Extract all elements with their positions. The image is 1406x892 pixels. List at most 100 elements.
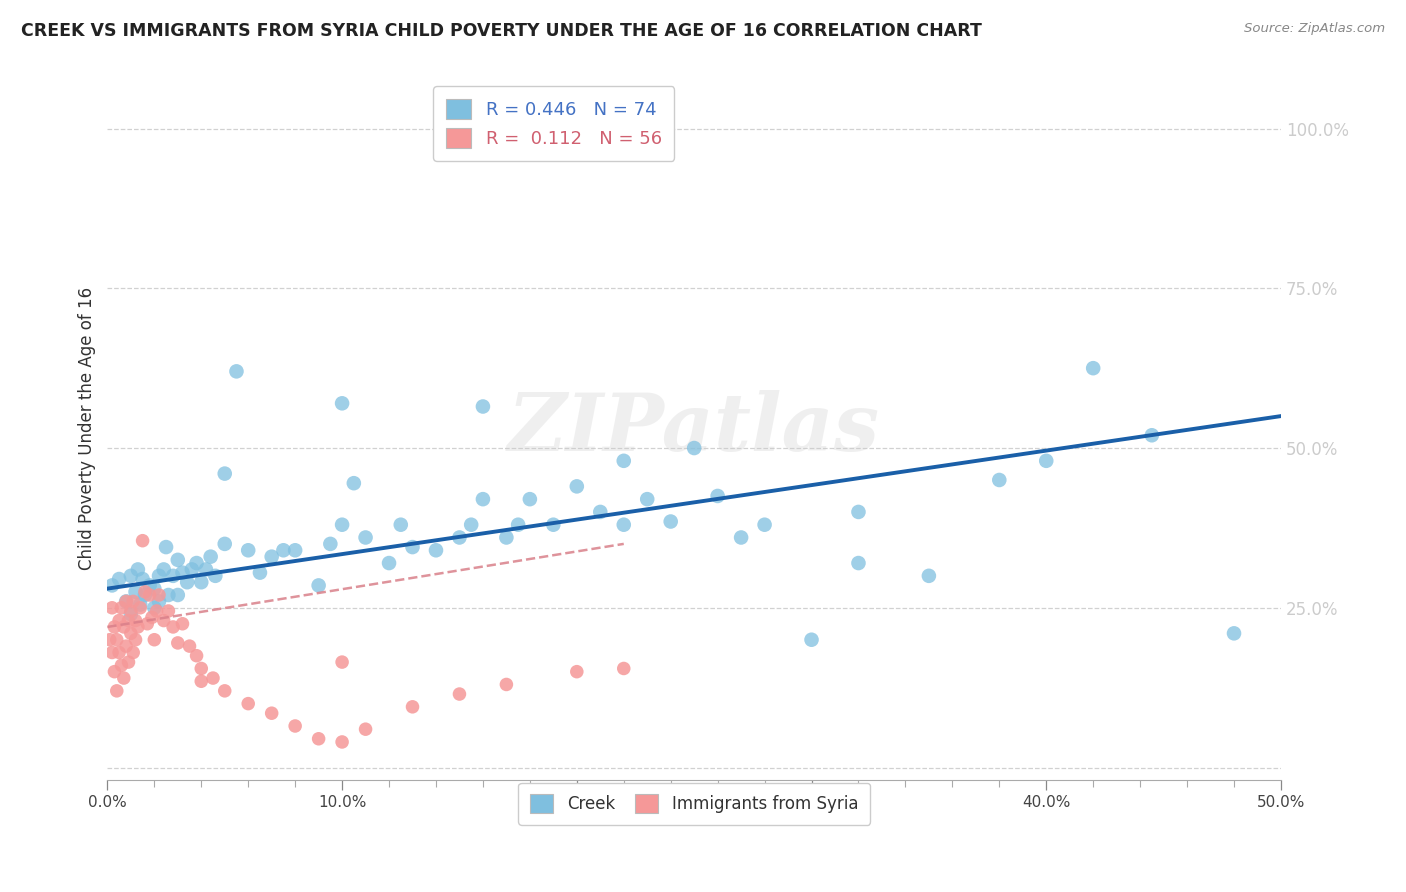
Point (110, 600, 132, 615)
Point (918, 569, 941, 583)
Point (155, 540, 177, 554)
Point (613, 454, 636, 468)
Point (613, 661, 636, 675)
Point (179, 639, 201, 653)
Point (138, 588, 160, 602)
Point (148, 569, 170, 583)
Point (108, 646, 131, 660)
Point (378, 556, 401, 570)
Point (157, 588, 180, 602)
Point (176, 575, 198, 590)
Point (343, 476, 366, 491)
Point (143, 582, 166, 596)
Point (124, 614, 146, 628)
Point (117, 655, 139, 669)
Point (115, 594, 138, 608)
Point (659, 515, 682, 529)
Point (225, 364, 247, 378)
Point (122, 594, 145, 608)
Point (134, 588, 156, 602)
Point (115, 594, 138, 608)
Point (117, 614, 139, 628)
Point (172, 616, 194, 631)
Point (124, 584, 146, 599)
Point (449, 687, 471, 701)
Point (148, 594, 170, 608)
Point (273, 543, 295, 558)
Point (112, 671, 135, 685)
Point (201, 671, 224, 685)
Point (308, 578, 330, 592)
Point (204, 569, 226, 583)
Point (848, 556, 870, 570)
Point (1083, 361, 1105, 376)
Point (131, 572, 153, 586)
Point (389, 517, 412, 532)
Point (166, 636, 188, 650)
Point (143, 632, 166, 647)
Point (354, 722, 377, 736)
Point (136, 616, 159, 631)
Point (214, 537, 236, 551)
Point (471, 400, 494, 414)
Point (120, 604, 142, 618)
Point (589, 505, 612, 519)
Text: CREEK VS IMMIGRANTS FROM SYRIA CHILD POVERTY UNDER THE AGE OF 16 CORRELATION CHA: CREEK VS IMMIGRANTS FROM SYRIA CHILD POV… (21, 22, 981, 40)
Point (143, 600, 166, 615)
Point (108, 614, 131, 628)
Point (105, 632, 128, 647)
Point (495, 677, 517, 691)
Point (330, 655, 353, 669)
Point (141, 610, 163, 624)
Legend: Creek, Immigrants from Syria: Creek, Immigrants from Syria (519, 782, 870, 825)
Point (471, 492, 494, 507)
Point (127, 562, 149, 576)
Point (120, 607, 142, 622)
Point (1223, 626, 1246, 640)
Point (101, 646, 124, 660)
Point (284, 719, 307, 733)
Point (162, 569, 184, 583)
Point (330, 735, 353, 749)
Point (166, 588, 188, 602)
Point (565, 479, 588, 493)
Point (636, 492, 658, 507)
Point (425, 543, 447, 558)
Point (127, 620, 149, 634)
Point (330, 517, 353, 532)
Point (308, 731, 330, 746)
Point (238, 697, 260, 711)
Point (129, 598, 152, 612)
Point (108, 572, 131, 586)
Point (495, 531, 517, 545)
Point (98, 632, 121, 647)
Point (194, 562, 217, 576)
Point (260, 706, 283, 721)
Point (214, 467, 236, 481)
Point (754, 517, 776, 532)
Point (249, 566, 271, 580)
Point (401, 540, 423, 554)
Point (138, 578, 160, 592)
Point (110, 658, 132, 673)
Point (284, 543, 307, 558)
Point (157, 604, 180, 618)
Point (124, 632, 146, 647)
Point (354, 531, 377, 545)
Point (105, 683, 128, 698)
Point (112, 620, 135, 634)
Point (145, 604, 167, 618)
Point (186, 648, 208, 663)
Point (148, 588, 170, 602)
Text: Source: ZipAtlas.com: Source: ZipAtlas.com (1244, 22, 1385, 36)
Point (172, 566, 194, 580)
Point (166, 553, 188, 567)
Point (1140, 428, 1163, 442)
Point (1035, 454, 1057, 468)
Point (988, 473, 1011, 487)
Point (401, 699, 423, 714)
Point (330, 396, 353, 410)
Point (683, 441, 706, 455)
Point (543, 517, 565, 532)
Point (190, 575, 212, 590)
